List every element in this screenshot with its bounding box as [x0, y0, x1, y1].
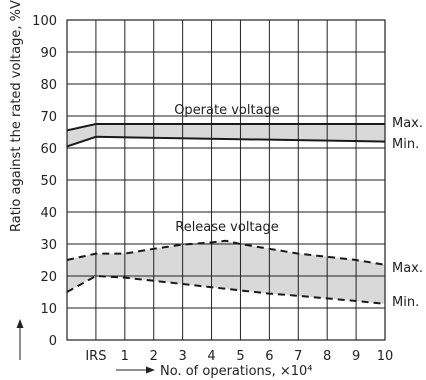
- band-1: [67, 240, 385, 304]
- y-tick-label: 70: [40, 110, 57, 125]
- x-tick-label: 5: [236, 349, 244, 364]
- x-tick-label: 3: [178, 349, 186, 364]
- x-tick-label: 2: [150, 349, 158, 364]
- y-tick-label: 20: [40, 270, 57, 285]
- x-tick-label: 9: [352, 349, 360, 364]
- x-tick-label: IRS: [85, 349, 106, 364]
- series-0-lower-line: [66, 135, 386, 148]
- y-tick-label: 80: [40, 78, 57, 93]
- x-tick-label: 8: [323, 349, 331, 364]
- y-axis-arrow-icon: [16, 319, 24, 360]
- x-axis-title: No. of operations, ×10⁴: [160, 364, 312, 379]
- x-tick-labels: IRS 1 2 3 4 5 6 7 8 9 10: [85, 349, 393, 364]
- operate-max-label: Max.: [392, 116, 423, 131]
- operate-voltage-label: Operate voltage: [174, 103, 280, 118]
- voltage-bands: [67, 124, 385, 304]
- y-tick-label: 60: [40, 142, 57, 157]
- x-tick-label: 7: [294, 349, 302, 364]
- operate-min-label: Min.: [392, 137, 419, 152]
- y-tick-label: 90: [40, 46, 57, 61]
- series-0-upper-line: [66, 123, 385, 132]
- x-tick-label: 4: [207, 349, 215, 364]
- release-min-label: Min.: [392, 295, 419, 310]
- y-tick-label: 40: [40, 206, 57, 221]
- x-tick-label: 10: [377, 349, 394, 364]
- x-tick-label: 1: [121, 349, 129, 364]
- y-tick-labels: 0 10 20 30 40 50 60 70 80 90 100: [32, 14, 57, 349]
- release-max-label: Max.: [392, 261, 423, 276]
- series-1-upper-line: [66, 239, 386, 266]
- release-voltage-label: Release voltage: [175, 220, 279, 235]
- y-axis-title: Ratio against the rated voltage, %V: [9, 0, 24, 232]
- x-axis-arrow-icon: [116, 366, 155, 374]
- voltage-lines: [66, 123, 386, 305]
- y-tick-label: 0: [49, 334, 57, 349]
- y-axis-title-group: Ratio against the rated voltage, %V: [9, 0, 24, 232]
- y-tick-label: 50: [40, 174, 57, 189]
- y-tick-label: 100: [32, 14, 57, 29]
- series-1-lower-line: [66, 274, 386, 305]
- y-tick-label: 30: [40, 238, 57, 253]
- plot-frame: [66, 19, 386, 341]
- x-tick-label: 6: [265, 349, 273, 364]
- y-tick-label: 10: [40, 302, 57, 317]
- band-0: [67, 124, 385, 147]
